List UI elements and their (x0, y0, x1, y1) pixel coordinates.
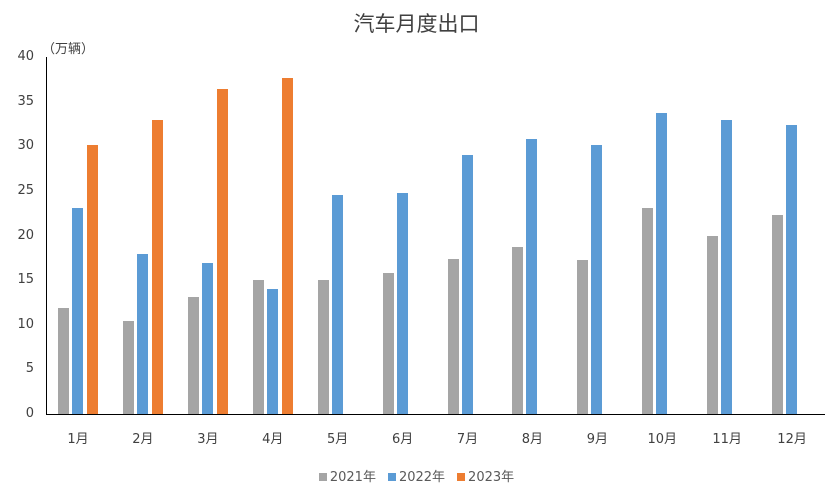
category-group (241, 57, 306, 414)
y-axis-unit-label: （万辆） (42, 42, 95, 57)
legend-label: 2023年 (468, 470, 515, 485)
legend: 2021年 2022年 2023年 (0, 466, 833, 485)
bar-2021年 (252, 280, 264, 414)
bar-2022年 (266, 289, 278, 414)
legend-swatch-icon (457, 472, 466, 481)
category-group (630, 57, 695, 414)
y-tick-label: 5 (25, 361, 34, 377)
bar-2022年 (201, 263, 213, 414)
category-group (371, 57, 436, 414)
x-tick-label: 6月 (391, 432, 414, 447)
bar-2022年 (786, 124, 798, 414)
bar-2023年 (281, 78, 293, 414)
x-tick-label: 1月 (67, 432, 89, 447)
bar-2022年 (656, 113, 668, 414)
x-tick-label: 2月 (132, 432, 154, 447)
bar-2022年 (396, 192, 408, 414)
x-tick-label: 8月 (521, 432, 544, 447)
category-group (760, 57, 825, 414)
legend-item: 2021年 (318, 466, 376, 485)
x-tick-label: 10月 (647, 432, 678, 447)
bar-2022年 (331, 195, 343, 414)
y-tick-label: 20 (17, 227, 34, 243)
bar-2021年 (447, 258, 459, 414)
bar-2021年 (58, 307, 69, 414)
bar-2022年 (591, 145, 603, 414)
category-group (695, 57, 760, 414)
legend-swatch-icon (318, 472, 327, 481)
legend-item: 2022年 (387, 466, 446, 485)
y-tick-label: 25 (17, 182, 34, 198)
category-group (176, 57, 241, 414)
bar-2021年 (187, 297, 199, 414)
y-tick-label: 0 (25, 406, 34, 421)
bar-2021年 (772, 214, 784, 414)
bar-2022年 (72, 207, 83, 414)
bar-2021年 (122, 321, 134, 414)
bar-2022年 (721, 120, 733, 414)
bar-2023年 (151, 120, 163, 414)
y-tick-label: 15 (17, 272, 34, 288)
bar-2021年 (382, 273, 394, 414)
x-axis-line (46, 414, 825, 415)
bar-2022年 (526, 139, 538, 414)
y-tick-label: 35 (17, 93, 34, 109)
legend-swatch-icon (387, 472, 396, 481)
legend-item: 2023年 (457, 466, 514, 485)
bar-2021年 (577, 259, 589, 414)
y-axis-line (46, 57, 47, 415)
legend-label: 2022年 (398, 470, 446, 485)
x-tick-label: 11月 (712, 432, 742, 447)
bar-2021年 (317, 280, 329, 414)
bar-2021年 (512, 247, 524, 414)
legend-label: 2021年 (329, 470, 376, 485)
y-tick-label: 30 (17, 138, 34, 154)
x-tick-label: 12月 (777, 432, 807, 447)
x-tick-label: 3月 (197, 432, 219, 447)
x-tick-label: 9月 (586, 432, 608, 447)
category-group (565, 57, 630, 414)
category-group (46, 57, 111, 414)
category-group (500, 57, 565, 414)
category-group (111, 57, 176, 414)
bar-2023年 (87, 145, 98, 414)
bar-2021年 (642, 207, 654, 414)
plot-area (46, 57, 825, 414)
category-group (436, 57, 501, 414)
x-tick-label: 5月 (327, 432, 349, 447)
bar-2021年 (707, 236, 719, 414)
chart-title: 汽车月度出口 (353, 12, 480, 36)
y-tick-label: 40 (17, 49, 34, 64)
category-group (306, 57, 371, 414)
bar-2022年 (136, 254, 148, 414)
y-tick-label: 10 (17, 316, 34, 332)
x-tick-label: 4月 (262, 432, 284, 447)
x-tick-label: 7月 (456, 432, 479, 447)
bar-2023年 (216, 89, 228, 414)
bar-2022年 (461, 155, 473, 414)
